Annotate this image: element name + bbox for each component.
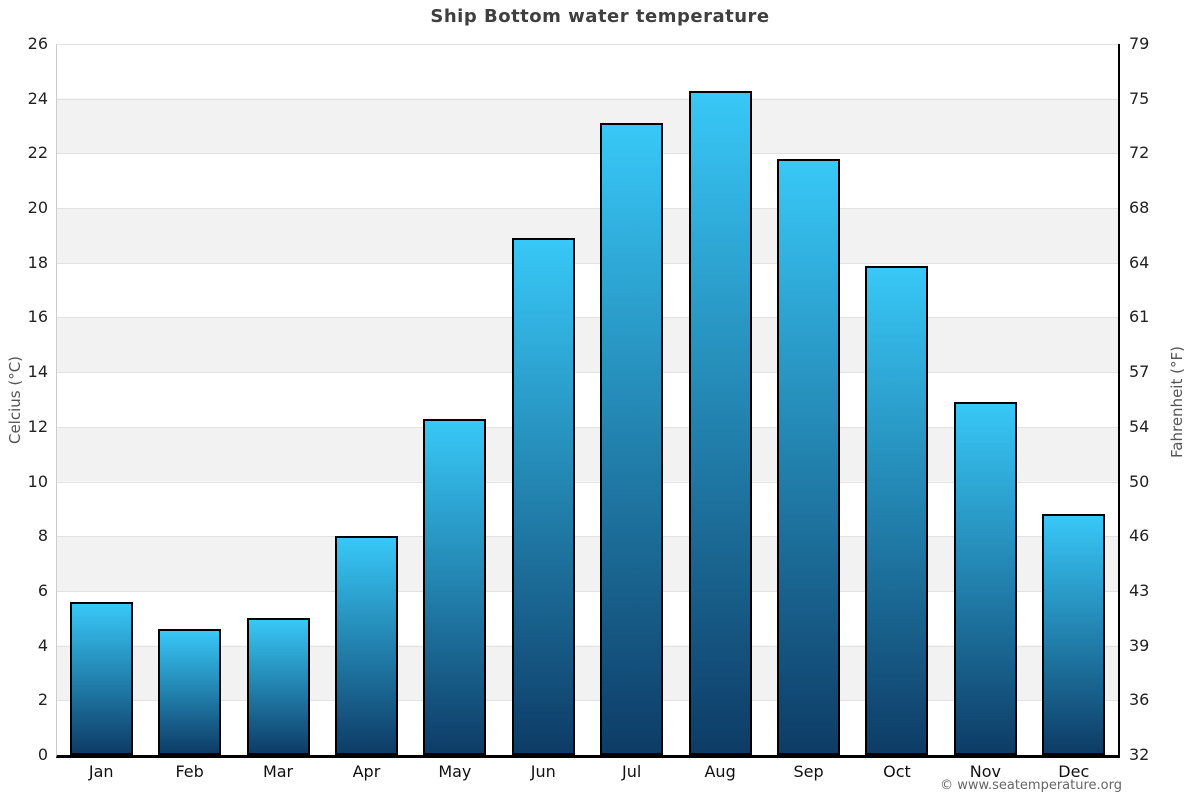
y-axis-tick-left: 12	[27, 416, 48, 436]
x-axis-label-dec: Dec	[1058, 762, 1090, 781]
x-axis-label-jun: Jun	[530, 762, 556, 781]
y-axis-tick-left: 2	[37, 690, 48, 710]
y-axis-tick-right: 50	[1129, 471, 1150, 491]
y-axis-tick-left: 6	[37, 580, 48, 600]
gridline	[57, 262, 1118, 264]
x-axis-label-oct: Oct	[883, 762, 911, 781]
y-axis-tick-left: 0	[37, 745, 48, 764]
gridline	[57, 481, 1118, 483]
gridline	[57, 536, 1118, 538]
y-axis-tick-right: 46	[1129, 526, 1150, 546]
bar-jul[interactable]	[600, 123, 664, 755]
x-axis-label-apr: Apr	[352, 762, 381, 781]
gridline	[57, 317, 1118, 319]
y-axis-tick-left: 18	[27, 252, 48, 272]
y-axis-tick-right: 57	[1129, 362, 1150, 382]
x-axis-label-jul: Jul	[622, 762, 642, 781]
y-axis-title-celsius: Celcius (°C)	[6, 355, 24, 445]
bar-mar[interactable]	[246, 618, 310, 755]
gridline	[57, 208, 1118, 210]
y-axis-tick-left: 8	[37, 526, 48, 546]
bar-nov[interactable]	[953, 402, 1017, 755]
y-axis-tick-right: 64	[1129, 252, 1150, 272]
bar-aug[interactable]	[688, 90, 752, 755]
y-axis-tick-right: 68	[1129, 198, 1150, 218]
chart-title: Ship Bottom water temperature	[430, 6, 770, 27]
y-axis-tick-left: 26	[27, 34, 48, 53]
bar-sep[interactable]	[777, 158, 841, 755]
y-axis-tick-right: 39	[1129, 635, 1150, 655]
bar-apr[interactable]	[334, 536, 398, 755]
x-axis-label-feb: Feb	[175, 762, 204, 781]
y-axis-tick-left: 14	[27, 362, 48, 382]
y-axis-tick-right: 61	[1129, 307, 1150, 327]
bar-dec[interactable]	[1042, 514, 1106, 755]
y-axis-tick-right: 75	[1129, 88, 1150, 108]
y-axis-tick-left: 4	[37, 635, 48, 655]
x-axis-label-jan: Jan	[88, 762, 114, 781]
y-axis-title-fahrenheit: Fahrenheit (°F)	[1168, 346, 1186, 458]
gridline	[57, 153, 1118, 155]
x-axis-label-mar: Mar	[262, 762, 294, 781]
x-axis-label-sep: Sep	[793, 762, 824, 781]
y-axis-tick-left: 16	[27, 307, 48, 327]
footer-credit: © www.seatemperature.org	[940, 778, 1122, 793]
x-axis-label-may: May	[438, 762, 472, 781]
bar-jun[interactable]	[511, 238, 575, 755]
y-axis-tick-right: 43	[1129, 580, 1150, 600]
y-axis-tick-left: 20	[27, 198, 48, 218]
y-axis-tick-right: 36	[1129, 690, 1150, 710]
gridline	[57, 426, 1118, 428]
gridline	[57, 700, 1118, 702]
x-axis-label-aug: Aug	[704, 762, 736, 781]
gridline	[57, 590, 1118, 592]
gridline	[57, 44, 1118, 45]
y-axis-tick-left: 10	[27, 471, 48, 491]
y-axis-tick-right: 32	[1129, 745, 1150, 764]
bar-oct[interactable]	[865, 265, 929, 755]
y-axis-tick-right: 79	[1129, 34, 1150, 53]
gridline	[57, 372, 1118, 374]
bar-feb[interactable]	[158, 629, 222, 755]
gridline	[57, 645, 1118, 647]
x-axis-label-nov: Nov	[969, 762, 1001, 781]
y-axis-tick-left: 22	[27, 143, 48, 163]
y-axis-tick-right: 54	[1129, 416, 1150, 436]
bar-may[interactable]	[423, 418, 487, 755]
gridline	[57, 98, 1118, 100]
plot-area	[56, 44, 1120, 758]
y-axis-tick-left: 24	[27, 88, 48, 108]
y-axis-tick-right: 72	[1129, 143, 1150, 163]
bar-jan[interactable]	[69, 601, 133, 755]
